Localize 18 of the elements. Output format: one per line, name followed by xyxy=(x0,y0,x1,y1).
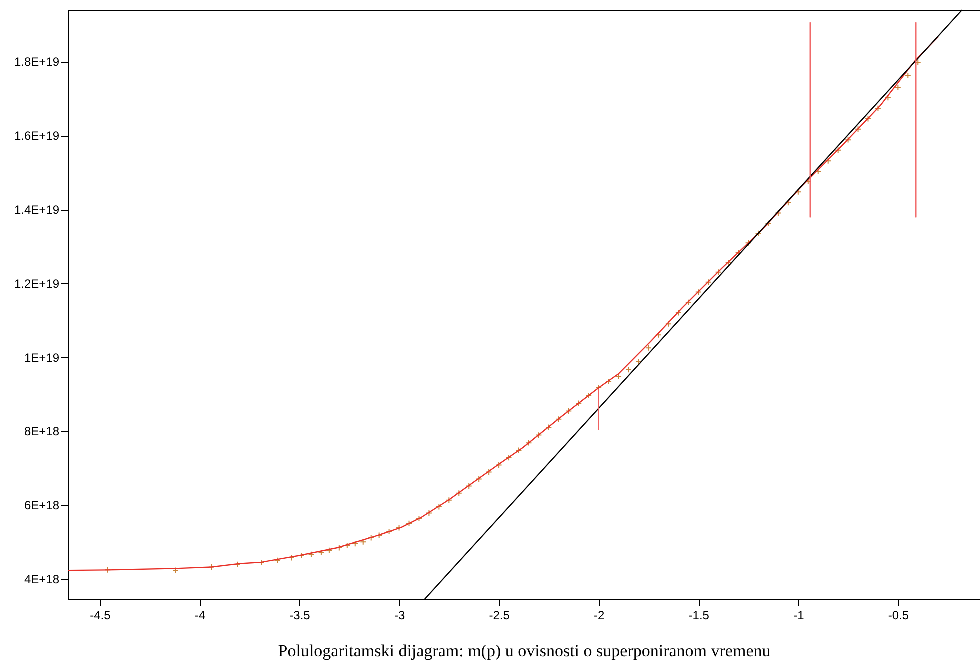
y-tick-label: 6E+18 xyxy=(24,498,60,513)
x-tick-label: -2 xyxy=(594,608,605,622)
x-tick-label: -3.5 xyxy=(290,608,311,622)
x-tick-label: -3 xyxy=(394,608,406,622)
y-tick-label: 1E+19 xyxy=(24,350,60,365)
y-tick-label: 1.8E+19 xyxy=(14,55,60,70)
y-tick-label: 4E+18 xyxy=(24,572,60,587)
y-tick-label: 8E+18 xyxy=(24,424,60,439)
x-tick-label: -1 xyxy=(794,608,805,622)
y-tick-label: 1.6E+19 xyxy=(14,129,60,144)
x-tick-label: -1.5 xyxy=(688,608,710,622)
y-tick-label: 1.2E+19 xyxy=(14,276,60,291)
x-tick-label: -0.5 xyxy=(888,608,910,622)
x-tick-label: -2.5 xyxy=(489,608,510,622)
y-tick-label: 1.4E+19 xyxy=(14,203,60,218)
x-axis-title: Polulogaritamski dijagram: m(p) u ovisnosti o superponiranom vremenu xyxy=(278,642,772,660)
x-tick-label: -4 xyxy=(194,608,206,622)
x-tick-label: -4.5 xyxy=(90,608,112,622)
